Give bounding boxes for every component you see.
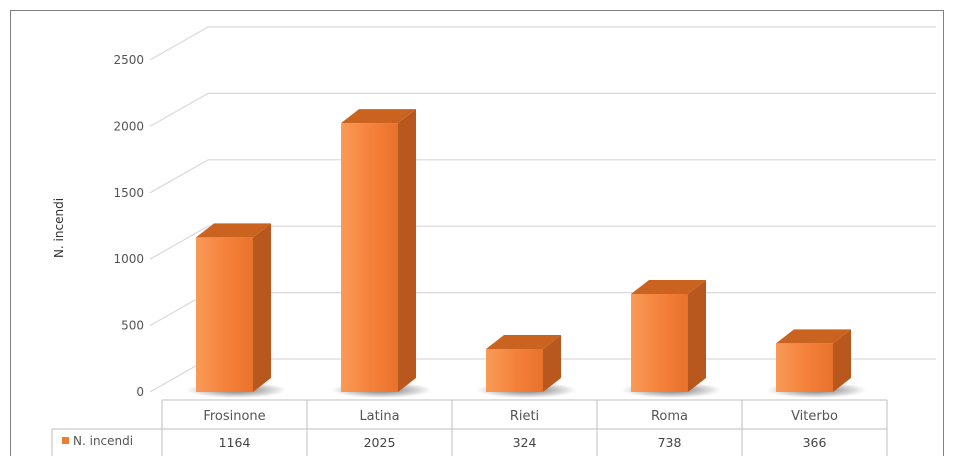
y-tick-label: 0 — [136, 385, 144, 399]
category-label: Latina — [359, 409, 399, 424]
legend-series-label: N. incendi — [73, 434, 133, 448]
y-tick-label: 1000 — [113, 252, 144, 266]
data-table: Frosinone 1164 Latina 2025 Rieti 324 Roma 738 Vi… — [51, 399, 888, 456]
category-label: Roma — [651, 409, 688, 424]
gridline — [149, 92, 936, 127]
bar-rieti — [486, 334, 561, 392]
legend-key-swatch — [62, 437, 69, 444]
category-label: Frosinone — [203, 409, 265, 424]
gridline — [149, 159, 936, 194]
bars — [196, 109, 851, 392]
y-tick-label: 1500 — [113, 186, 144, 200]
data-table-value: 2025 — [364, 435, 396, 450]
category-label: Viterbo — [791, 409, 838, 424]
data-table-value: 1164 — [219, 435, 251, 450]
y-tick-label: 2000 — [113, 119, 144, 133]
bar-latina — [341, 109, 416, 392]
y-axis-ticks: 0 500 1000 1500 2000 2500 — [113, 53, 144, 399]
y-axis-label: N. incendi — [52, 198, 66, 258]
category-label: Rieti — [510, 409, 539, 424]
data-table-value: 738 — [658, 435, 682, 450]
bar-roma — [631, 279, 706, 392]
gridline — [149, 26, 936, 61]
bar-frosinone — [196, 223, 271, 392]
data-table-value: 366 — [803, 435, 827, 450]
y-tick-label: 500 — [121, 319, 144, 333]
bar-viterbo — [776, 329, 851, 392]
gridline — [149, 225, 936, 260]
y-tick-label: 2500 — [113, 53, 144, 67]
data-table-value: 324 — [513, 435, 537, 450]
